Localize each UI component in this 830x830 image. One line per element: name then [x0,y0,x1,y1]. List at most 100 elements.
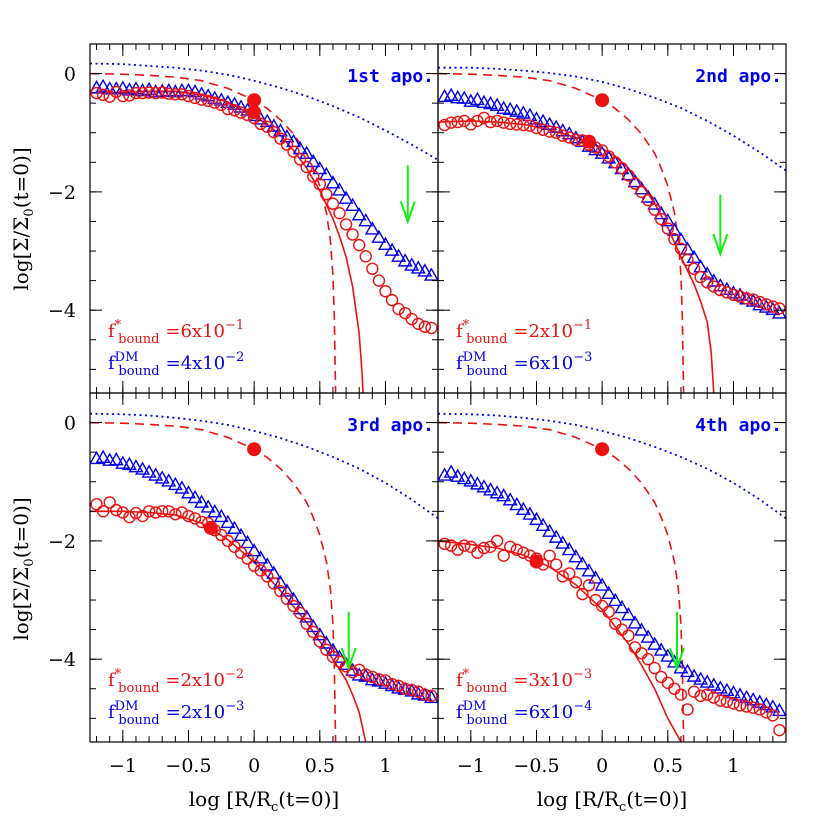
dm-triangle-point [279,583,295,597]
dm-triangle-point [318,166,334,181]
dm-triangle-point [680,663,696,678]
dm-triangle-point [318,635,334,649]
stars-circle-point [655,212,668,226]
dm-triangle-point [266,565,282,579]
stars-circle-point [142,505,156,518]
dm-triangle-point [226,520,242,534]
stars-circle-point [773,302,786,315]
dm-triangle-point [620,166,636,181]
stars-circle-point [182,509,195,523]
stars-circle-point [740,292,753,305]
stars-circle-point [615,162,629,175]
stars-initial-profile [438,72,685,393]
plot-area [438,66,786,393]
stars-circle-point [707,691,720,704]
x-tick-label: 1 [727,755,739,777]
stars-circle-point [169,88,182,101]
stars-circle-point [221,534,235,548]
stars-circle-point [766,709,780,722]
stars-circle-point [714,694,727,707]
x-tick-label: 0.5 [653,755,683,777]
stars-filled-marker [582,134,597,149]
stars-circle-point [346,666,359,679]
stars-circle-point [773,723,786,737]
y-tick-label: −4 [48,649,76,671]
x-tick-label: 0.5 [305,755,335,777]
dm-triangle-point [259,557,275,571]
stars-circle-point [635,185,648,199]
stars-circle-point [293,153,307,166]
stars-circle-point [201,94,215,107]
stars-circle-point [320,643,333,656]
dm-triangle-point [535,113,551,127]
stars-circle-point [530,121,543,135]
stars-circle-point [372,274,386,287]
stars-circle-point [582,579,596,592]
stars-initial-profile [90,421,337,742]
dm-triangle-point [574,556,590,570]
dm-triangle-point [364,221,380,235]
fstar-bound-label: f* bound =2x10−1 [456,318,592,347]
dm-triangle-point [371,229,387,243]
stars-circle-point [129,506,143,520]
stars-circle-point [110,85,123,99]
stars-circle-point [267,125,281,139]
stars-circle-point [484,115,497,129]
dm-triangle-point [161,473,177,487]
dm-triangle-point [765,699,781,713]
dm-triangle-point [542,523,558,537]
dm-triangle-point [483,482,499,496]
dm-triangle-point [614,599,630,614]
stars-circle-point [175,88,189,101]
stars-circle-point [339,218,353,231]
dm-triangle-point [555,123,571,137]
dm-triangle-point [706,273,722,287]
stars-circle-point [602,605,615,619]
dm-triangle-point [417,263,433,277]
dm-triangle-point [443,464,459,478]
stars-circle-point [497,549,510,562]
stars-circle-point [136,86,149,100]
stars-circle-point [372,673,386,686]
stars-circle-point [241,552,254,565]
dm-triangle-point [154,470,170,484]
stars-circle-point [438,537,451,551]
stars-circle-point [458,114,471,128]
dm-triangle-point [443,87,459,101]
dm-triangle-point [299,145,315,159]
dm-triangle-point [108,452,124,466]
stars-circle-point [392,679,405,693]
dm-triangle-point [423,267,438,281]
plot-area [90,62,438,393]
dm-triangle-point [220,94,236,109]
stars-circle-point [444,116,458,129]
panel-title: 4th apo. [695,415,782,436]
dm-triangle-point [259,113,275,127]
dm-triangle-point [233,527,249,542]
stars-circle-point [359,250,372,263]
fdm-bound-label: fDM bound =6x10−4 [456,699,592,728]
stars-circle-point [733,290,747,303]
green-arrow-head [399,201,416,225]
stars-circle-point [188,512,202,525]
stars-circle-point [766,300,780,313]
stars-circle-point [720,286,734,299]
stars-circle-point [425,321,438,335]
stars-circle-point [477,541,491,555]
stars-circle-point [444,539,458,552]
stars-circle-point [116,89,130,103]
dm-triangle-point [213,92,229,106]
dm-triangle-point [391,680,407,694]
stars-circle-point [641,652,655,666]
dm-triangle-point [226,96,242,110]
panel-title: 3rd apo. [347,415,434,436]
dm-triangle-point [673,231,689,246]
panel-title: 2nd apo. [695,66,782,87]
stars-circle-point [668,682,681,695]
dm-triangle-point [745,293,761,307]
stars-circle-point [451,115,464,129]
dm-triangle-point [404,257,420,271]
stars-circle-point [228,540,241,553]
dm-triangle-point [174,480,190,494]
dm-triangle-point [272,575,288,589]
